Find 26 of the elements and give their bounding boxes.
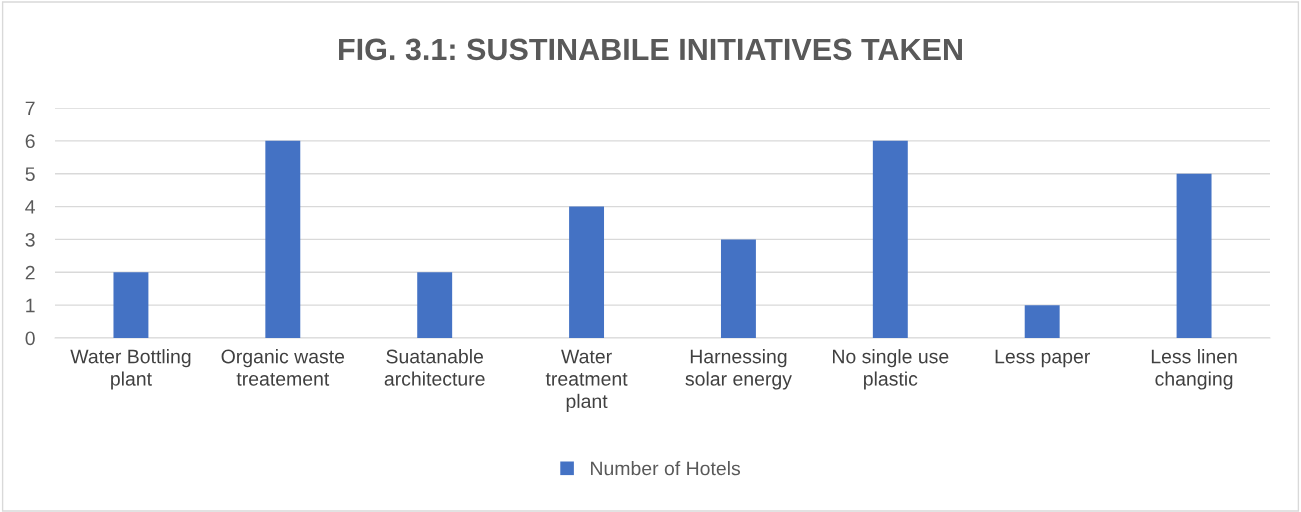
bar (265, 140, 301, 338)
x-tick-label: Harnessing solar energy (685, 349, 792, 390)
x-tick-label: Water treatment plant (545, 349, 628, 412)
y-tick-label: 0 (25, 331, 35, 346)
y-tick-label: 6 (25, 134, 35, 149)
y-tick-label: 7 (25, 101, 35, 116)
y-tick-label: 4 (25, 200, 35, 214)
bar (417, 272, 453, 338)
y-tick-label: 3 (25, 232, 35, 247)
bar (569, 206, 605, 338)
x-tick-label: No single use plastic (833, 349, 949, 390)
bar (872, 140, 908, 338)
x-tick-label: Organic waste treatement (221, 349, 345, 386)
chart-title: FIG. 3.1: SUSTINABILE INITIATIVES TAKEN (339, 38, 962, 61)
x-tick-label: Suatanable architecture (384, 349, 485, 386)
bar (720, 239, 756, 338)
x-tick-label: Water Bottling plant (70, 349, 191, 390)
x-tick-label: Less paper (995, 349, 1090, 368)
legend-label: Number of Hotels (591, 461, 741, 476)
y-tick-label: 1 (26, 298, 35, 313)
y-tick-label: 2 (25, 265, 35, 280)
bar (113, 272, 149, 338)
bar (1176, 173, 1212, 338)
y-tick-label: 5 (25, 167, 35, 181)
bar (1024, 305, 1060, 338)
x-tick-label: Less linen changing (1151, 349, 1237, 390)
